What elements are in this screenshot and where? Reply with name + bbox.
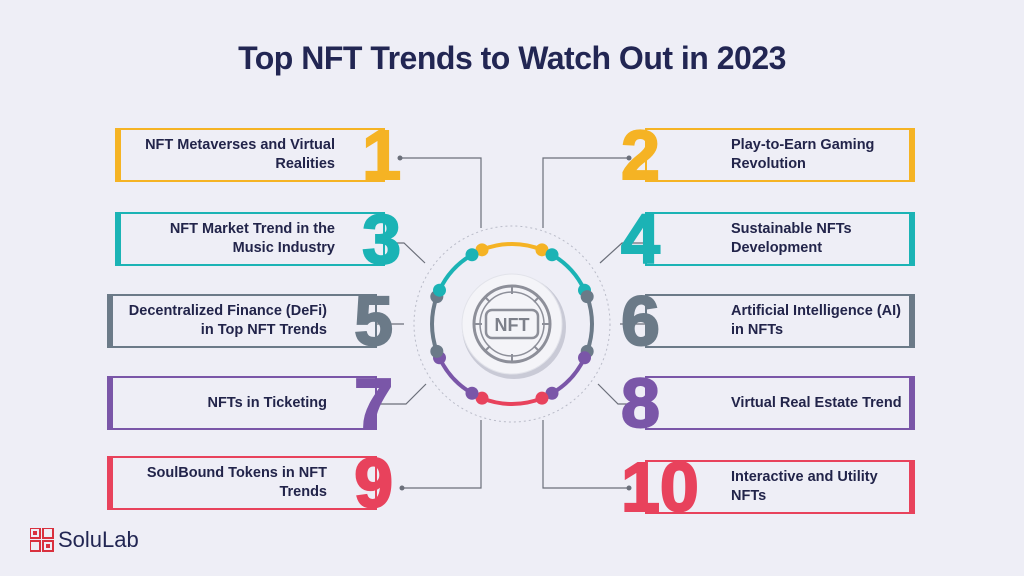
outer-dotted-ring bbox=[413, 225, 611, 423]
ring-node bbox=[545, 386, 559, 400]
ring-segment bbox=[430, 295, 439, 353]
trend-label: Virtual Real Estate Trend bbox=[731, 394, 902, 411]
trend-card-6: 6 Artificial Intelligence (AI) in NFTs bbox=[620, 285, 915, 357]
brand-logo: SoluLab bbox=[29, 527, 139, 553]
trend-card-8: 8 Virtual Real Estate Trend bbox=[620, 367, 915, 439]
ring-segment bbox=[550, 252, 587, 292]
trend-number: 4 bbox=[620, 200, 661, 278]
coin-label-box bbox=[484, 308, 540, 340]
ring-segment bbox=[585, 295, 594, 353]
trend-number: 5 bbox=[353, 282, 394, 360]
trend-card-4: 4 Sustainable NFTs Development bbox=[620, 203, 915, 275]
ring-node bbox=[475, 391, 489, 405]
trend-label: NFTs in Ticketing bbox=[207, 394, 327, 411]
ring-node bbox=[475, 243, 489, 257]
connector-line bbox=[597, 383, 652, 405]
trend-card-10: 10 Interactive and Utility NFTs bbox=[620, 451, 915, 523]
ring-segment bbox=[550, 356, 587, 396]
ring-node bbox=[578, 351, 592, 365]
page-title: Top NFT Trends to Watch Out in 2023 bbox=[238, 40, 786, 76]
coin-label: NFT bbox=[495, 315, 530, 335]
trend-label: NFT Metaverses and Virtual Realities bbox=[145, 137, 335, 172]
connector-line bbox=[542, 157, 629, 228]
ring-segment bbox=[437, 252, 474, 292]
ring-segment bbox=[481, 242, 543, 252]
brand-name: SoluLab bbox=[58, 527, 139, 552]
ring-segment bbox=[481, 396, 543, 406]
trend-label: Decentralized Finance (DeFi) in Top NFT … bbox=[128, 303, 327, 338]
trend-number: 9 bbox=[353, 444, 394, 522]
connector-line bbox=[402, 420, 482, 489]
trend-card-5: 5 Decentralized Finance (DeFi) in Top NFT… bbox=[107, 285, 394, 357]
ring-segment bbox=[437, 356, 474, 396]
trend-label: NFT Market Trend in the Music Industry bbox=[169, 221, 335, 256]
connector-dot bbox=[626, 155, 632, 161]
trend-number: 10 bbox=[620, 448, 700, 526]
trend-number: 2 bbox=[620, 116, 661, 194]
trend-label: Interactive and Utility NFTs bbox=[731, 469, 878, 504]
trend-card-7: 7 NFTs in Ticketing bbox=[107, 367, 394, 439]
trend-card-2: 2 Play-to-Earn Gaming Revolution bbox=[620, 119, 915, 191]
ring-node bbox=[580, 290, 594, 304]
trend-label: Play-to-Earn Gaming Revolution bbox=[731, 137, 875, 172]
connector-line bbox=[542, 420, 629, 489]
trend-card-9: 9 SoulBound Tokens in NFT Trends bbox=[107, 447, 394, 519]
trend-label: SoulBound Tokens in NFT Trends bbox=[146, 465, 327, 500]
ring-node bbox=[535, 243, 549, 257]
trend-number: 1 bbox=[361, 116, 402, 194]
ring-node bbox=[432, 283, 446, 297]
solulab-logo-icon bbox=[29, 527, 54, 552]
trend-number: 8 bbox=[620, 364, 661, 442]
trend-number: 7 bbox=[353, 364, 394, 442]
ring-node bbox=[430, 344, 444, 358]
trend-card-3: 3 NFT Market Trend in the Music Industry bbox=[115, 203, 402, 275]
ring-node bbox=[465, 386, 479, 400]
connector-line bbox=[372, 383, 427, 405]
connector-dot bbox=[397, 155, 403, 161]
trend-label: Artificial Intelligence (AI) in NFTs bbox=[731, 303, 901, 338]
trend-card-1: 1 NFT Metaverses and Virtual Realities bbox=[115, 119, 402, 191]
connector-dot bbox=[626, 485, 632, 491]
connector-line bbox=[400, 157, 482, 228]
trend-number: 6 bbox=[620, 282, 661, 360]
ring-node bbox=[545, 248, 559, 262]
ring-node bbox=[535, 391, 549, 405]
trend-label: Sustainable NFTs Development bbox=[731, 221, 852, 256]
trend-number: 3 bbox=[361, 200, 402, 278]
ring-node bbox=[465, 248, 479, 262]
connector-dot bbox=[399, 485, 405, 491]
